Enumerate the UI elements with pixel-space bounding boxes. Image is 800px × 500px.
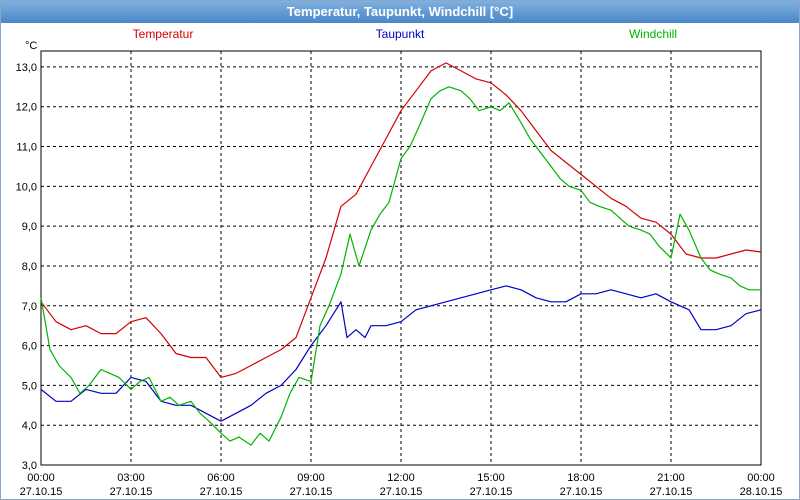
y-tick-label: 11,0 xyxy=(16,142,37,154)
chart-title: Temperatur, Taupunkt, Windchill [°C] xyxy=(1,1,799,23)
y-tick-label: 3,0 xyxy=(22,460,37,472)
series-line-temperatur xyxy=(40,62,762,378)
x-tick-date: 27.10.15 xyxy=(560,486,603,498)
x-tick-time: 21:00 xyxy=(657,472,685,484)
y-tick-label: 10,0 xyxy=(16,181,37,193)
legend-windchill: Windchill xyxy=(629,27,677,41)
y-tick-label: 4,0 xyxy=(22,420,37,432)
x-tick-date: 27.10.15 xyxy=(20,486,63,498)
y-tick-label: 7,0 xyxy=(22,301,37,313)
y-tick-label: 13,0 xyxy=(16,62,37,74)
x-axis-ticks: 00:00 27.10.15 03:00 27.10.15 06:00 27.10.15 0… xyxy=(20,472,783,498)
x-tick-time: 03:00 xyxy=(117,472,145,484)
x-tick-date: 28.10.15 xyxy=(740,486,783,498)
plot-area xyxy=(40,50,762,466)
x-tick-time: 15:00 xyxy=(477,472,505,484)
y-tick-label: 9,0 xyxy=(22,221,37,233)
x-tick-time: 00:00 xyxy=(747,472,775,484)
y-axis-unit: °C xyxy=(25,40,37,52)
x-tick-date: 27.10.15 xyxy=(290,486,333,498)
x-tick-time: 00:00 xyxy=(27,472,55,484)
y-tick-label: 5,0 xyxy=(22,380,37,392)
series-line-taupunkt xyxy=(40,285,762,422)
legend-temperatur: Temperatur xyxy=(133,27,194,41)
x-tick-time: 06:00 xyxy=(207,472,235,484)
x-tick-date: 27.10.15 xyxy=(650,486,693,498)
series-lines xyxy=(40,62,762,446)
x-tick-date: 27.10.15 xyxy=(380,486,423,498)
x-tick-time: 12:00 xyxy=(387,472,415,484)
grid-lines xyxy=(41,51,761,466)
x-tick-date: 27.10.15 xyxy=(110,486,153,498)
legend-taupunkt: Taupunkt xyxy=(376,27,425,41)
x-tick-date: 27.10.15 xyxy=(470,486,513,498)
y-tick-label: 8,0 xyxy=(22,261,37,273)
x-tick-time: 18:00 xyxy=(567,472,595,484)
y-axis-ticks: 3,0 4,0 5,0 6,0 7,0 8,0 9,0 10,0 11,0 12,0 13,0 xyxy=(16,62,37,472)
y-tick-label: 12,0 xyxy=(16,102,37,114)
series-line-windchill xyxy=(40,86,761,446)
legend: Temperatur Taupunkt Windchill xyxy=(133,27,677,41)
y-tick-label: 6,0 xyxy=(22,341,37,353)
x-tick-date: 27.10.15 xyxy=(200,486,243,498)
x-tick-time: 09:00 xyxy=(297,472,325,484)
